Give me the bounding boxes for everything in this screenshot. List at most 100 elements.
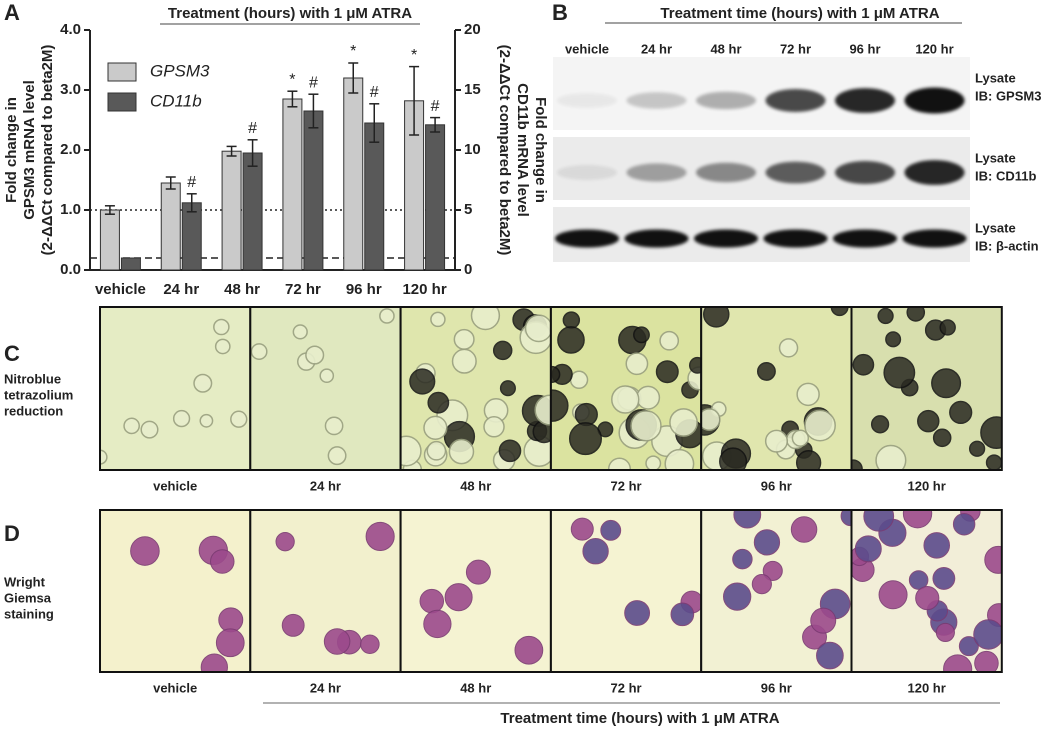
blot-band xyxy=(557,165,617,180)
footer-title: Treatment time (hours) with 1 μM ATRA xyxy=(500,710,779,727)
cell xyxy=(877,307,894,325)
cell xyxy=(816,641,844,670)
micrograph-caption: 24 hr xyxy=(310,680,341,695)
cell xyxy=(365,521,395,551)
blot-band xyxy=(626,163,687,182)
blot-row-label: Lysate xyxy=(975,220,1016,235)
y-axis-label: GPSM3 mRNA level xyxy=(21,80,38,220)
y-tick-label: 3.0 xyxy=(60,81,81,98)
cell xyxy=(906,307,926,322)
cell xyxy=(952,513,976,536)
micrograph xyxy=(550,307,702,470)
cell xyxy=(423,609,452,639)
cell xyxy=(423,415,448,440)
y2-tick-label: 20 xyxy=(464,21,481,38)
cell xyxy=(453,328,475,350)
cell xyxy=(499,380,516,397)
y2-tick-label: 15 xyxy=(464,81,481,98)
cell xyxy=(670,602,695,627)
blot-band xyxy=(765,161,826,184)
micrograph-caption: vehicle xyxy=(153,680,197,695)
y2-tick-label: 0 xyxy=(464,261,472,278)
blot-row-label: IB: GPSM3 xyxy=(975,88,1041,103)
cell xyxy=(470,307,501,331)
x-tick-label: 96 hr xyxy=(346,281,382,298)
cell xyxy=(230,410,248,428)
cell xyxy=(172,409,191,428)
cell xyxy=(659,330,680,351)
cell xyxy=(753,529,781,556)
micrograph xyxy=(100,307,251,470)
bar xyxy=(303,110,324,271)
micrograph xyxy=(851,510,1002,672)
blot-band xyxy=(765,89,826,112)
significance-marker: * xyxy=(289,71,295,88)
y2-axis-label: CD11b mRNA level xyxy=(514,83,531,217)
y-axis-label: Fold change in xyxy=(3,97,20,203)
blot-band xyxy=(557,93,617,108)
blot-row-label: IB: CD11b xyxy=(975,168,1036,183)
cell xyxy=(492,340,513,361)
cell xyxy=(790,516,818,543)
cell xyxy=(804,409,836,442)
micrograph-caption: 72 hr xyxy=(611,478,642,493)
cell xyxy=(633,326,650,344)
cell xyxy=(483,416,505,438)
cell xyxy=(130,536,160,566)
cell xyxy=(902,510,933,529)
significance-marker: * xyxy=(350,43,356,60)
cell xyxy=(636,385,661,410)
blot-band xyxy=(763,229,828,248)
cell xyxy=(664,448,695,470)
cell xyxy=(688,356,702,374)
x-tick-label: 24 hr xyxy=(163,281,199,298)
cell xyxy=(218,607,244,633)
legend-label: GPSM3 xyxy=(150,61,210,80)
panel-description: Wright xyxy=(4,574,46,589)
blot-band xyxy=(902,229,967,248)
micrograph-caption: 96 hr xyxy=(761,680,792,695)
cell xyxy=(655,360,679,384)
bar xyxy=(425,124,446,271)
cell xyxy=(557,326,585,354)
legend-label: CD11b xyxy=(150,91,202,110)
cell xyxy=(451,348,477,374)
cell xyxy=(719,447,748,470)
cell xyxy=(852,353,875,376)
cell xyxy=(878,580,908,610)
lane-label: 24 hr xyxy=(641,41,672,56)
cell xyxy=(426,440,447,461)
bar xyxy=(242,152,263,271)
cell xyxy=(883,356,916,389)
cell xyxy=(550,389,569,422)
significance-marker: * xyxy=(411,47,417,64)
cell xyxy=(524,314,551,343)
cell xyxy=(795,449,822,470)
y2-axis-label: (2-ΔΔCt compared to beta2M) xyxy=(496,45,513,256)
lane-label: 96 hr xyxy=(849,41,880,56)
blot-band xyxy=(833,229,897,248)
micrograph xyxy=(701,510,852,672)
cell xyxy=(733,510,762,529)
cell xyxy=(562,311,581,329)
micrograph-caption: 24 hr xyxy=(310,478,341,493)
blot-band xyxy=(835,161,895,184)
bar xyxy=(282,98,303,271)
cell xyxy=(854,535,882,563)
cell xyxy=(140,420,159,439)
significance-marker: # xyxy=(309,74,318,91)
cell xyxy=(624,600,651,626)
micrograph-caption: 72 hr xyxy=(611,680,642,695)
x-tick-label: vehicle xyxy=(95,281,146,298)
lane-label: 72 hr xyxy=(780,41,811,56)
blot-band xyxy=(555,229,619,248)
y2-axis-label: Fold change in xyxy=(532,97,549,203)
cell xyxy=(949,400,973,425)
cell xyxy=(984,545,1002,574)
cell xyxy=(199,413,214,428)
cell xyxy=(574,402,598,427)
blot-band xyxy=(694,229,758,248)
blot-strip xyxy=(553,57,970,130)
bar xyxy=(160,182,181,271)
y-tick-label: 4.0 xyxy=(60,21,81,38)
